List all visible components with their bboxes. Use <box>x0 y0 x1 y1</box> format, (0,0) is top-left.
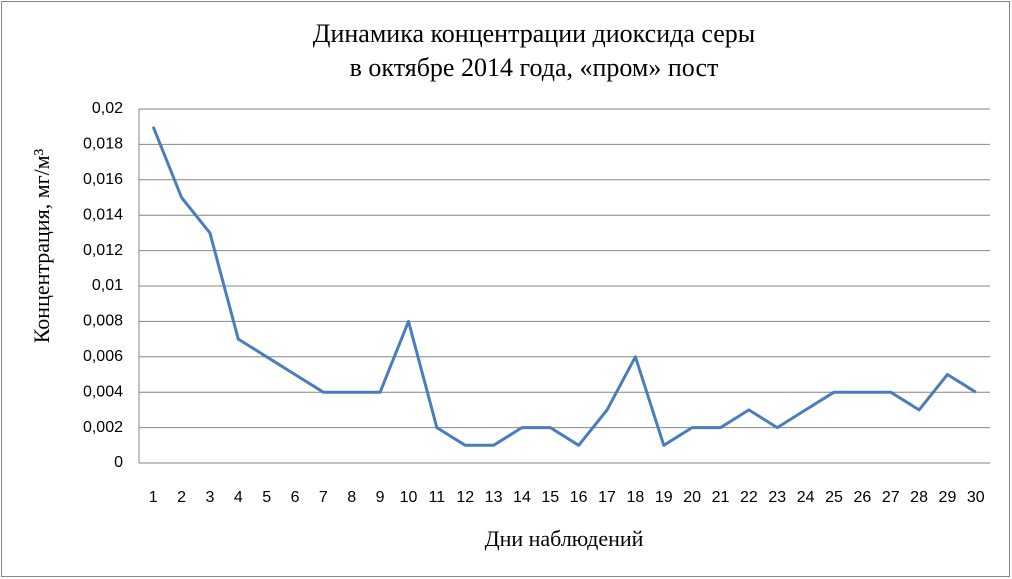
x-tick-label: 10 <box>400 489 418 506</box>
x-tick-label: 18 <box>627 489 645 506</box>
x-tick-label: 26 <box>853 489 871 506</box>
x-tick-label: 5 <box>262 489 271 506</box>
y-tick-label: 0,004 <box>83 383 123 400</box>
x-tick-label: 27 <box>882 489 900 506</box>
x-tick-label: 8 <box>347 489 356 506</box>
x-axis-title: Дни наблюдений <box>485 526 644 551</box>
x-tick-label: 3 <box>205 489 214 506</box>
x-tick-label: 21 <box>712 489 730 506</box>
x-tick-label: 30 <box>967 489 985 506</box>
x-tick-label: 9 <box>376 489 385 506</box>
x-tick-label: 7 <box>319 489 328 506</box>
y-tick-label: 0,002 <box>83 419 123 436</box>
x-tick-label: 16 <box>570 489 588 506</box>
x-tick-label: 15 <box>541 489 559 506</box>
chart-title: Динамика концентрации диоксида серы <box>313 19 756 48</box>
x-tick-label: 4 <box>234 489 243 506</box>
y-axis-title: Концентрация, мг/м³ <box>29 148 54 343</box>
y-tick-label: 0,012 <box>83 242 123 259</box>
x-tick-label: 17 <box>598 489 616 506</box>
x-tick-label: 22 <box>740 489 758 506</box>
y-tick-label: 0,018 <box>83 136 123 153</box>
chart-title: в октябре 2014 года, «пром» пост <box>350 53 719 82</box>
y-tick-label: 0,014 <box>83 206 123 223</box>
x-tick-label: 28 <box>910 489 928 506</box>
x-tick-label: 24 <box>797 489 815 506</box>
x-tick-label: 25 <box>825 489 843 506</box>
x-tick-label: 1 <box>149 489 158 506</box>
x-tick-label: 11 <box>429 489 446 506</box>
x-tick-label: 2 <box>177 489 186 506</box>
data-line <box>151 126 977 447</box>
y-tick-label: 0,008 <box>83 313 123 330</box>
y-tick-label: 0,006 <box>83 348 123 365</box>
y-tick-label: 0,01 <box>92 277 123 294</box>
x-tick-label: 12 <box>456 489 474 506</box>
x-tick-label: 14 <box>513 489 531 506</box>
x-tick-label: 6 <box>291 489 300 506</box>
x-tick-label: 29 <box>939 489 957 506</box>
x-tick-label: 23 <box>768 489 786 506</box>
y-tick-label: 0 <box>114 454 123 471</box>
x-tick-label: 19 <box>655 489 673 506</box>
y-tick-label: 0,02 <box>92 100 123 117</box>
x-tick-label: 13 <box>485 489 503 506</box>
y-tick-label: 0,016 <box>83 171 123 188</box>
x-tick-label: 20 <box>683 489 701 506</box>
